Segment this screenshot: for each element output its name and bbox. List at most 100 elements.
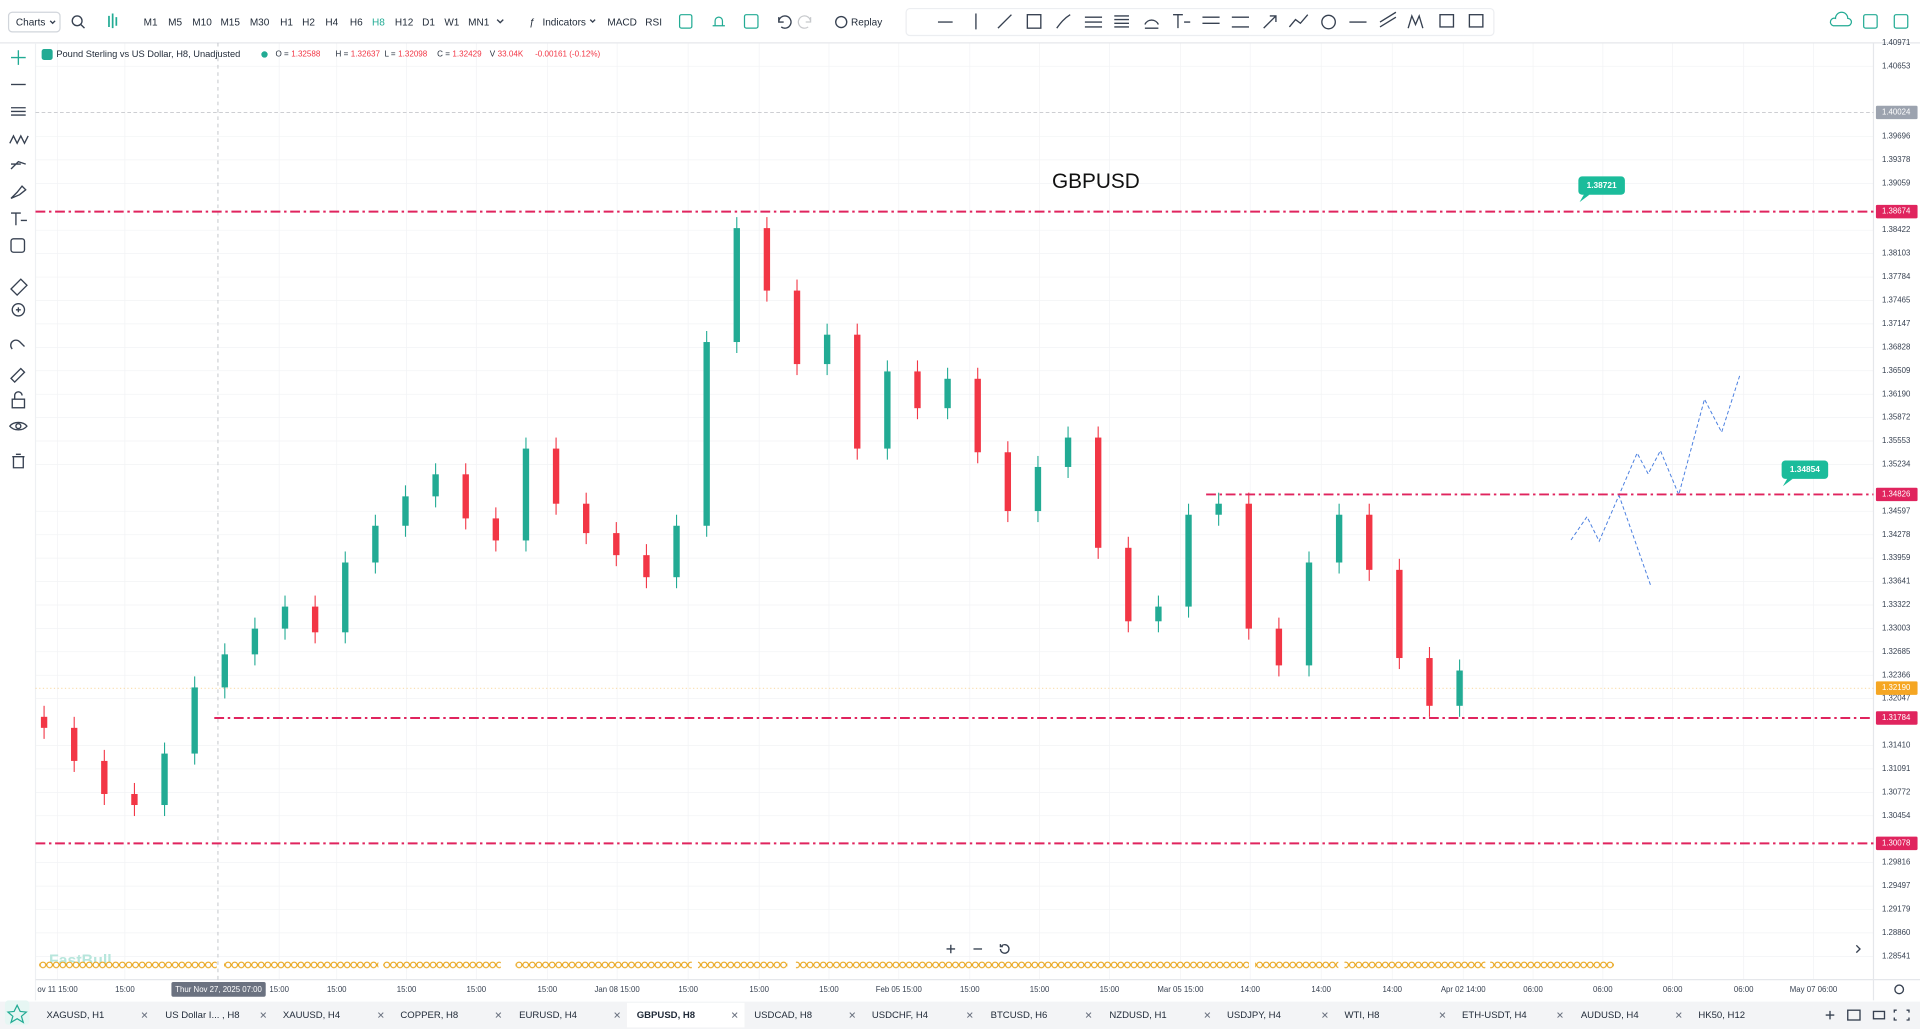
y-tick-label: 1.37147: [1882, 319, 1910, 328]
chart-type-icon[interactable]: [108, 13, 118, 29]
x-tick-label: 15:00: [467, 985, 487, 994]
timeframe[interactable]: H1: [280, 17, 293, 28]
timeframe[interactable]: M15: [220, 17, 240, 28]
level-price-label: 1.38674: [1882, 207, 1911, 216]
layout-icon[interactable]: [678, 14, 693, 29]
candle-body: [1305, 562, 1313, 666]
x-tick-label: 15:00: [1030, 985, 1050, 994]
last-price-box: [1875, 681, 1918, 695]
undo-icon[interactable]: [778, 15, 792, 29]
drawing-tools[interactable]: [937, 11, 1484, 30]
snapshot-icon[interactable]: [1893, 14, 1909, 29]
timeframe[interactable]: M5: [168, 17, 182, 28]
tab-close[interactable]: [614, 1012, 620, 1018]
tab-label[interactable]: XAUUSD, H4: [283, 1010, 341, 1021]
tab-label[interactable]: USDCAD, H8: [754, 1010, 812, 1021]
ohlc-item: C = 1.32429: [437, 50, 482, 59]
tab-label[interactable]: USDJPY, H4: [1227, 1010, 1282, 1021]
left-toolbar[interactable]: [4, 50, 30, 1025]
charts-label[interactable]: Charts: [16, 17, 46, 28]
calendar-icon[interactable]: [743, 14, 759, 29]
tab-label[interactable]: GBPUSD, H8: [637, 1010, 696, 1021]
macd-label[interactable]: MACD: [607, 17, 637, 28]
candle-body: [402, 496, 409, 526]
tab-close[interactable]: [1439, 1012, 1446, 1018]
replay-icon[interactable]: [835, 15, 848, 29]
cloud-icon[interactable]: [1829, 11, 1853, 27]
tab-label[interactable]: ETH-USDT, H4: [1462, 1010, 1527, 1021]
timeframe[interactable]: H6: [350, 17, 363, 28]
rsi-label[interactable]: RSI: [645, 17, 662, 28]
y-tick-label: 1.33641: [1882, 577, 1910, 586]
share-icon[interactable]: [1863, 14, 1878, 29]
active-tab[interactable]: [626, 1002, 745, 1028]
candle-body: [914, 371, 921, 409]
tab-close[interactable]: [378, 1012, 384, 1018]
tab-label[interactable]: XAGUSD, H1: [47, 1010, 105, 1021]
candle-body: [1335, 514, 1343, 563]
callout-label[interactable]: 1.38721: [1587, 180, 1617, 190]
tab-bar-icons[interactable]: [1825, 1009, 1910, 1021]
charts-button[interactable]: [7, 11, 61, 33]
tab-close[interactable]: [731, 1012, 738, 1018]
y-tick-label: 1.32366: [1882, 670, 1911, 679]
ohlc-item: L = 1.32098: [384, 50, 427, 59]
indicators-label[interactable]: Indicators: [542, 17, 586, 28]
chevron: [496, 19, 504, 24]
tab-label[interactable]: NZDUSD, H1: [1109, 1010, 1166, 1021]
callout-label[interactable]: 1.34854: [1790, 464, 1820, 474]
tab-label[interactable]: WTI, H8: [1344, 1010, 1379, 1021]
timeframe[interactable]: H2: [302, 17, 315, 28]
tab-label[interactable]: BTCUSD, H6: [991, 1010, 1048, 1021]
candle-body: [342, 562, 349, 633]
replay-label[interactable]: Replay: [851, 17, 882, 28]
timeframe[interactable]: M30: [250, 17, 270, 28]
x-tick-label: 15:00: [678, 985, 698, 994]
timeframe[interactable]: MN1: [468, 17, 490, 28]
tab-close[interactable]: [141, 1012, 148, 1018]
reference-price-label: 1.40024: [1882, 108, 1911, 117]
y-tick-label: 1.28860: [1882, 928, 1911, 937]
timeframe[interactable]: M10: [192, 17, 212, 28]
timeframe[interactable]: M1: [144, 17, 158, 28]
callout-box[interactable]: [1578, 176, 1625, 195]
candle-body: [1155, 606, 1162, 622]
tab-close[interactable]: [495, 1012, 502, 1018]
chart-controls[interactable]: [946, 943, 1861, 954]
callout-box[interactable]: [1781, 460, 1829, 479]
settings-icon[interactable]: [1894, 984, 1905, 995]
tab-label[interactable]: USDCHF, H4: [872, 1010, 929, 1021]
tab-close[interactable]: [1322, 1012, 1328, 1018]
x-tick-label: Apr 02 14:00: [1441, 985, 1486, 994]
chevron: [49, 20, 56, 25]
tab-close[interactable]: [1204, 1012, 1211, 1018]
redo-icon: [797, 15, 812, 29]
tab-label[interactable]: AUDUSD, H4: [1581, 1010, 1640, 1021]
tab-close[interactable]: [1557, 1012, 1563, 1018]
candle-body: [432, 474, 439, 497]
tab-label[interactable]: US Dollar I... , H8: [165, 1010, 239, 1021]
tab-label[interactable]: EURUSD, H4: [519, 1010, 578, 1021]
alert-icon[interactable]: [712, 16, 725, 27]
candle-body: [1456, 670, 1463, 706]
timeframe[interactable]: H12: [395, 17, 414, 28]
timeframe[interactable]: H8: [372, 17, 385, 28]
timeframe[interactable]: D1: [422, 17, 435, 28]
timeframe[interactable]: H4: [325, 17, 338, 28]
timeframe[interactable]: W1: [444, 17, 459, 28]
tab-close[interactable]: [967, 1012, 973, 1018]
tab-close[interactable]: [260, 1012, 267, 1018]
tab-close[interactable]: [1675, 1012, 1682, 1018]
y-tick-label: 1.34597: [1882, 506, 1910, 515]
search-icon[interactable]: [71, 15, 83, 27]
tab-close[interactable]: [849, 1012, 856, 1018]
x-tick-label: 06:00: [1523, 985, 1543, 994]
candle-body: [101, 760, 108, 794]
tab-label[interactable]: COPPER, H8: [400, 1010, 458, 1021]
candle-body: [1064, 437, 1072, 467]
x-tick-label: 14:00: [1311, 985, 1331, 994]
tab-label[interactable]: HK50, H12: [1698, 1010, 1745, 1021]
timeframes: M1 M5 M10 M15 M30 H1 H2 H4 H6 H8 H12 D1 W1 MN1: [144, 17, 490, 28]
tab-close[interactable]: [1085, 1012, 1092, 1018]
